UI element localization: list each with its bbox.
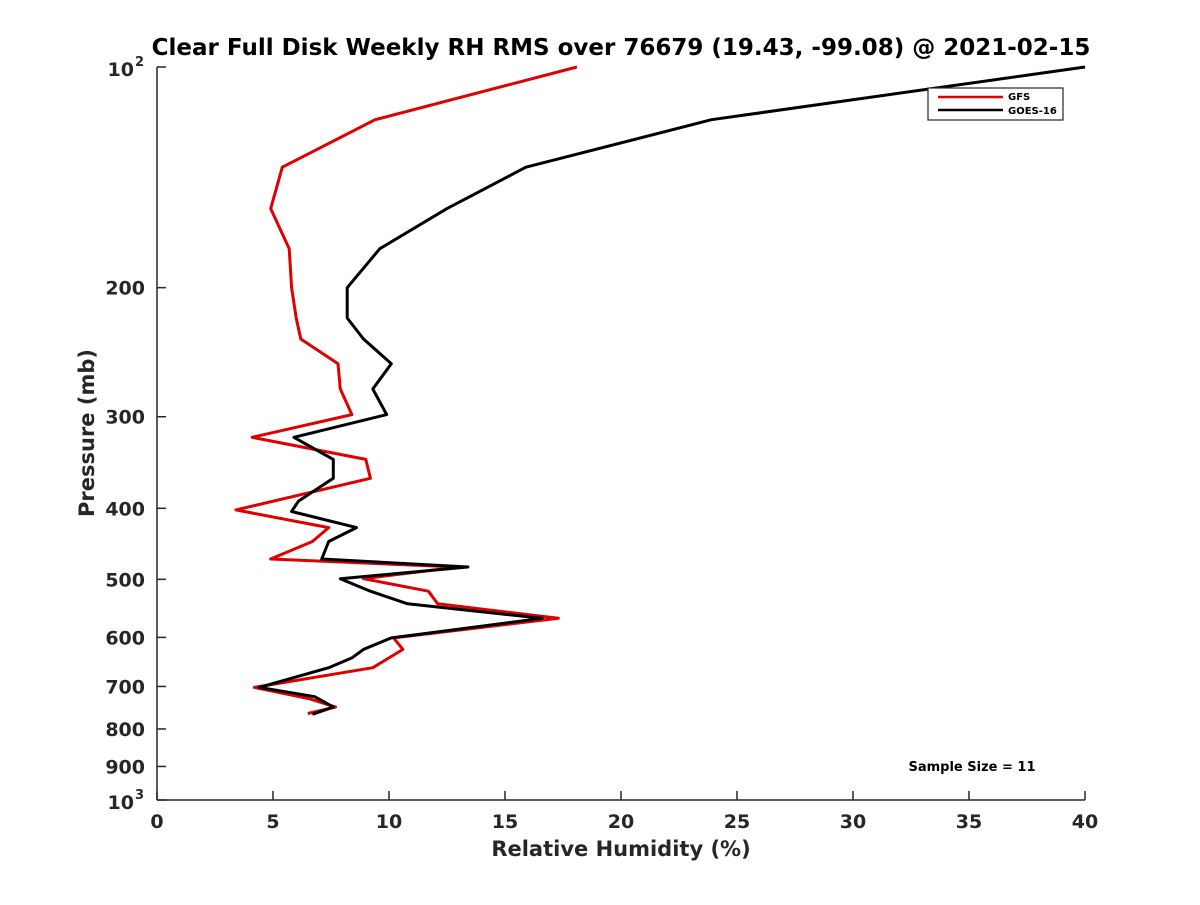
x-tick-label: 35 — [956, 811, 982, 833]
x-axis-label: Relative Humidity (%) — [491, 837, 750, 861]
y-tick-label: 10 — [108, 59, 134, 81]
y-tick-exponent: 3 — [135, 788, 144, 803]
x-tick-label: 10 — [376, 811, 402, 833]
y-axis-label: Pressure (mb) — [75, 349, 99, 517]
legend-label-gfs: GFS — [1008, 92, 1030, 103]
y-tick-label: 600 — [105, 627, 145, 649]
series-lines — [234, 65, 1086, 716]
axes — [156, 67, 1085, 801]
sample-size-annotation: Sample Size = 11 — [908, 760, 1035, 775]
y-tick-label: 10 — [108, 792, 134, 814]
x-tick-label: 40 — [1072, 811, 1098, 833]
legend: GFS GOES-16 — [927, 87, 1064, 121]
x-tick-label: 15 — [492, 811, 518, 833]
y-tick-label: 500 — [105, 569, 145, 591]
y-tick-label: 400 — [105, 498, 145, 520]
y-tick-label: 800 — [105, 719, 145, 741]
y-tick-label: 300 — [105, 407, 145, 429]
legend-box — [927, 87, 1064, 121]
y-tick-label: 900 — [105, 756, 145, 778]
series-line-gfs — [234, 65, 578, 715]
legend-label-goes16: GOES-16 — [1008, 106, 1057, 117]
series-line-goes16 — [257, 65, 1086, 716]
x-tick-label: 5 — [266, 811, 279, 833]
x-tick-label: 0 — [150, 811, 163, 833]
chart-title: Clear Full Disk Weekly RH RMS over 76679… — [152, 35, 1091, 61]
x-tick-label: 20 — [608, 811, 634, 833]
y-tick-exponent: 2 — [135, 55, 144, 70]
y-tick-label: 200 — [105, 278, 145, 300]
y-tick-label: 700 — [105, 676, 145, 698]
x-tick-label: 30 — [840, 811, 866, 833]
x-tick-label: 25 — [724, 811, 750, 833]
